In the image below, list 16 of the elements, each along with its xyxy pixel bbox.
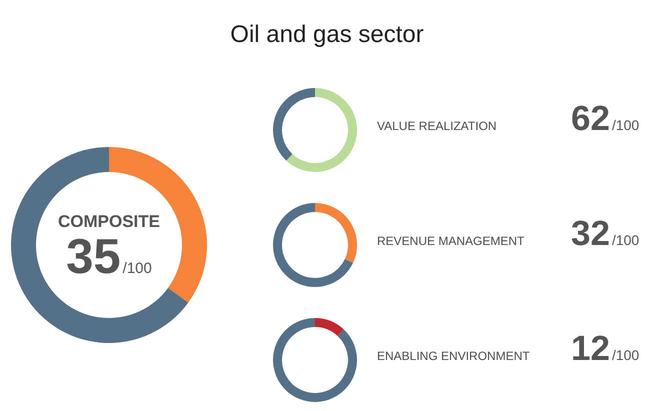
text: 35/100 bbox=[66, 230, 152, 284]
text: Oil and gas sector bbox=[230, 21, 424, 48]
donut-slice bbox=[11, 147, 188, 343]
text: 62/100 bbox=[571, 99, 640, 138]
text: REVENUE MANAGEMENT bbox=[377, 234, 524, 248]
text: VALUE REALIZATION bbox=[377, 119, 497, 133]
donut-slice bbox=[315, 318, 344, 336]
text: ENABLING ENVIRONMENT bbox=[377, 349, 530, 363]
text: 12/100 bbox=[571, 329, 640, 368]
donut-slice bbox=[273, 203, 354, 287]
text: 32/100 bbox=[571, 214, 640, 253]
donut-slice bbox=[315, 203, 357, 263]
donut-slice bbox=[286, 88, 357, 172]
donut-slice bbox=[273, 318, 357, 402]
donut-slice bbox=[273, 88, 315, 161]
text: COMPOSITE bbox=[58, 212, 160, 231]
